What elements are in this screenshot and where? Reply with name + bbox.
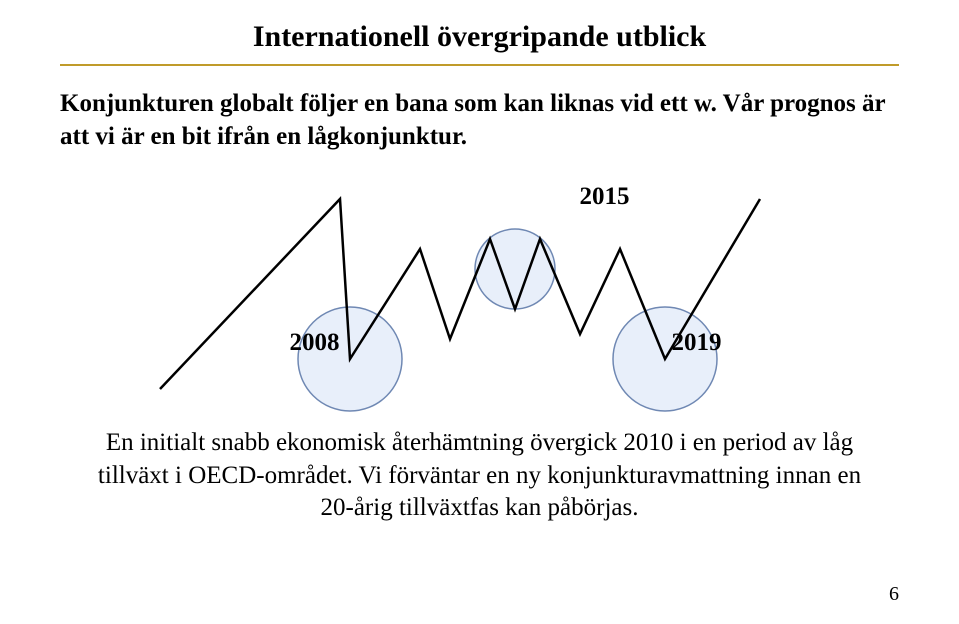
page-number: 6	[889, 583, 899, 606]
intro-paragraph: Konjunkturen globalt följer en bana som …	[60, 88, 899, 153]
label-2019: 2019	[672, 329, 722, 357]
page-title: Internationell övergripande utblick	[60, 20, 899, 54]
label-2015: 2015	[580, 183, 630, 211]
diagram-container: 2015 2008 2019	[120, 159, 840, 419]
w-diagram	[120, 159, 840, 419]
body-paragraph: En initialt snabb ekonomisk återhämtning…	[90, 427, 870, 525]
label-2008: 2008	[290, 329, 340, 357]
page: Internationell övergripande utblick Konj…	[0, 0, 959, 624]
title-divider	[60, 64, 899, 66]
